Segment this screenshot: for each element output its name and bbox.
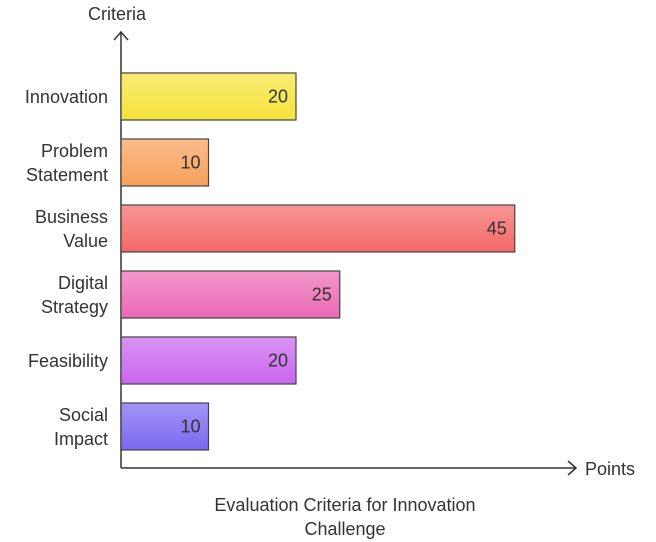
category-label: Feasibility bbox=[27, 351, 108, 371]
category-label: Problem Statement bbox=[25, 141, 108, 185]
x-axis bbox=[121, 460, 578, 476]
category-label: Digital Strategy bbox=[40, 273, 108, 317]
category-label: Social Impact bbox=[53, 405, 108, 449]
bar bbox=[120, 72, 297, 121]
x-axis-label: Points bbox=[585, 459, 636, 479]
category-label: Innovation bbox=[24, 87, 108, 107]
value-label: 25 bbox=[312, 284, 332, 304]
bar bbox=[120, 402, 210, 451]
bar bbox=[120, 204, 516, 253]
bar bbox=[120, 336, 297, 385]
value-label: 45 bbox=[487, 218, 507, 238]
bar bbox=[120, 138, 210, 187]
value-label: 20 bbox=[268, 86, 288, 106]
chart-title: Evaluation Criteria for Innovation Chall… bbox=[214, 495, 476, 539]
value-label: 20 bbox=[268, 350, 288, 370]
category-label: Business Value bbox=[34, 207, 108, 251]
y-axis-label: Criteria bbox=[88, 4, 147, 24]
bar bbox=[120, 270, 341, 319]
value-label: 10 bbox=[180, 152, 200, 172]
value-label: 10 bbox=[180, 416, 200, 436]
